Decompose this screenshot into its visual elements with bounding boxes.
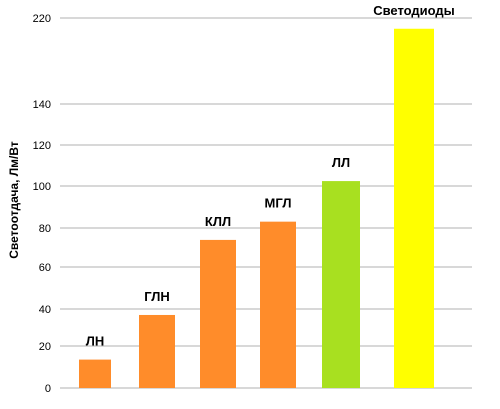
- y-tick-label: 0: [45, 383, 51, 395]
- y-tick-label: 220: [33, 13, 51, 25]
- y-tick-label: 100: [33, 181, 51, 193]
- bar-label: ГЛН: [144, 289, 170, 304]
- y-tick-label: 80: [39, 223, 51, 235]
- bar: [394, 28, 434, 388]
- y-tick-label: 120: [33, 140, 51, 152]
- bar: [139, 314, 175, 388]
- bar: [79, 359, 111, 388]
- y-tick-label: 60: [39, 262, 51, 274]
- y-tick-label: 40: [39, 304, 51, 316]
- bar: [322, 181, 360, 388]
- bar-label: КЛЛ: [205, 214, 231, 229]
- y-tick-label: 20: [39, 341, 51, 353]
- y-tick-labels: 0 20 40 60 80 100 120 140 220: [33, 13, 51, 395]
- bar-label: Светодиоды: [373, 3, 455, 18]
- bar: [260, 221, 296, 388]
- bar-label: МГЛ: [265, 196, 292, 211]
- bar-labels: ЛН ГЛН КЛЛ МГЛ ЛЛ Светодиоды: [86, 3, 455, 349]
- bar: [200, 239, 236, 388]
- bar-label: ЛН: [86, 334, 105, 349]
- bars: [79, 28, 434, 388]
- y-axis-title: Светоотдача, Лм/Вт: [7, 141, 21, 259]
- bar-label: ЛЛ: [332, 155, 350, 170]
- y-tick-label: 140: [33, 99, 51, 111]
